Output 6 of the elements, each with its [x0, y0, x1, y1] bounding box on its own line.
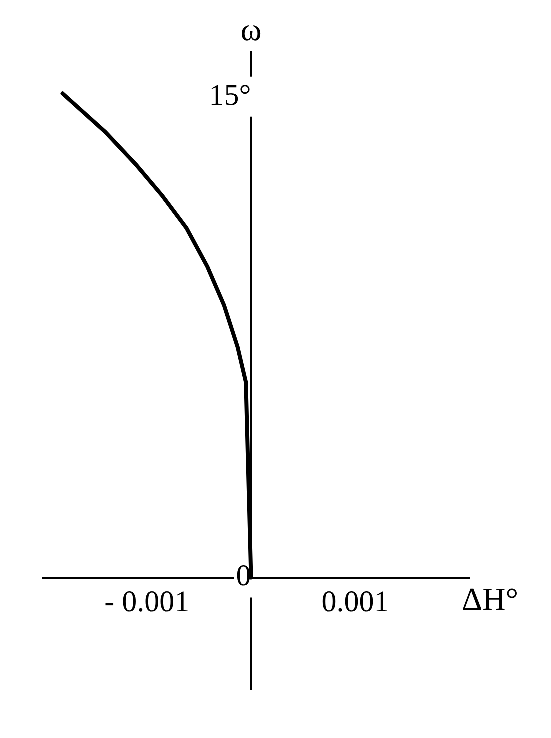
- x-tick-label: 0.001: [322, 586, 390, 619]
- y-tick-label: 0: [236, 560, 252, 593]
- y-tick-label: 15°: [209, 78, 252, 112]
- x-tick-label: - 0.001: [104, 586, 190, 619]
- y-axis-title: ω: [240, 11, 262, 48]
- x-axis-title: ΔH°: [462, 581, 518, 618]
